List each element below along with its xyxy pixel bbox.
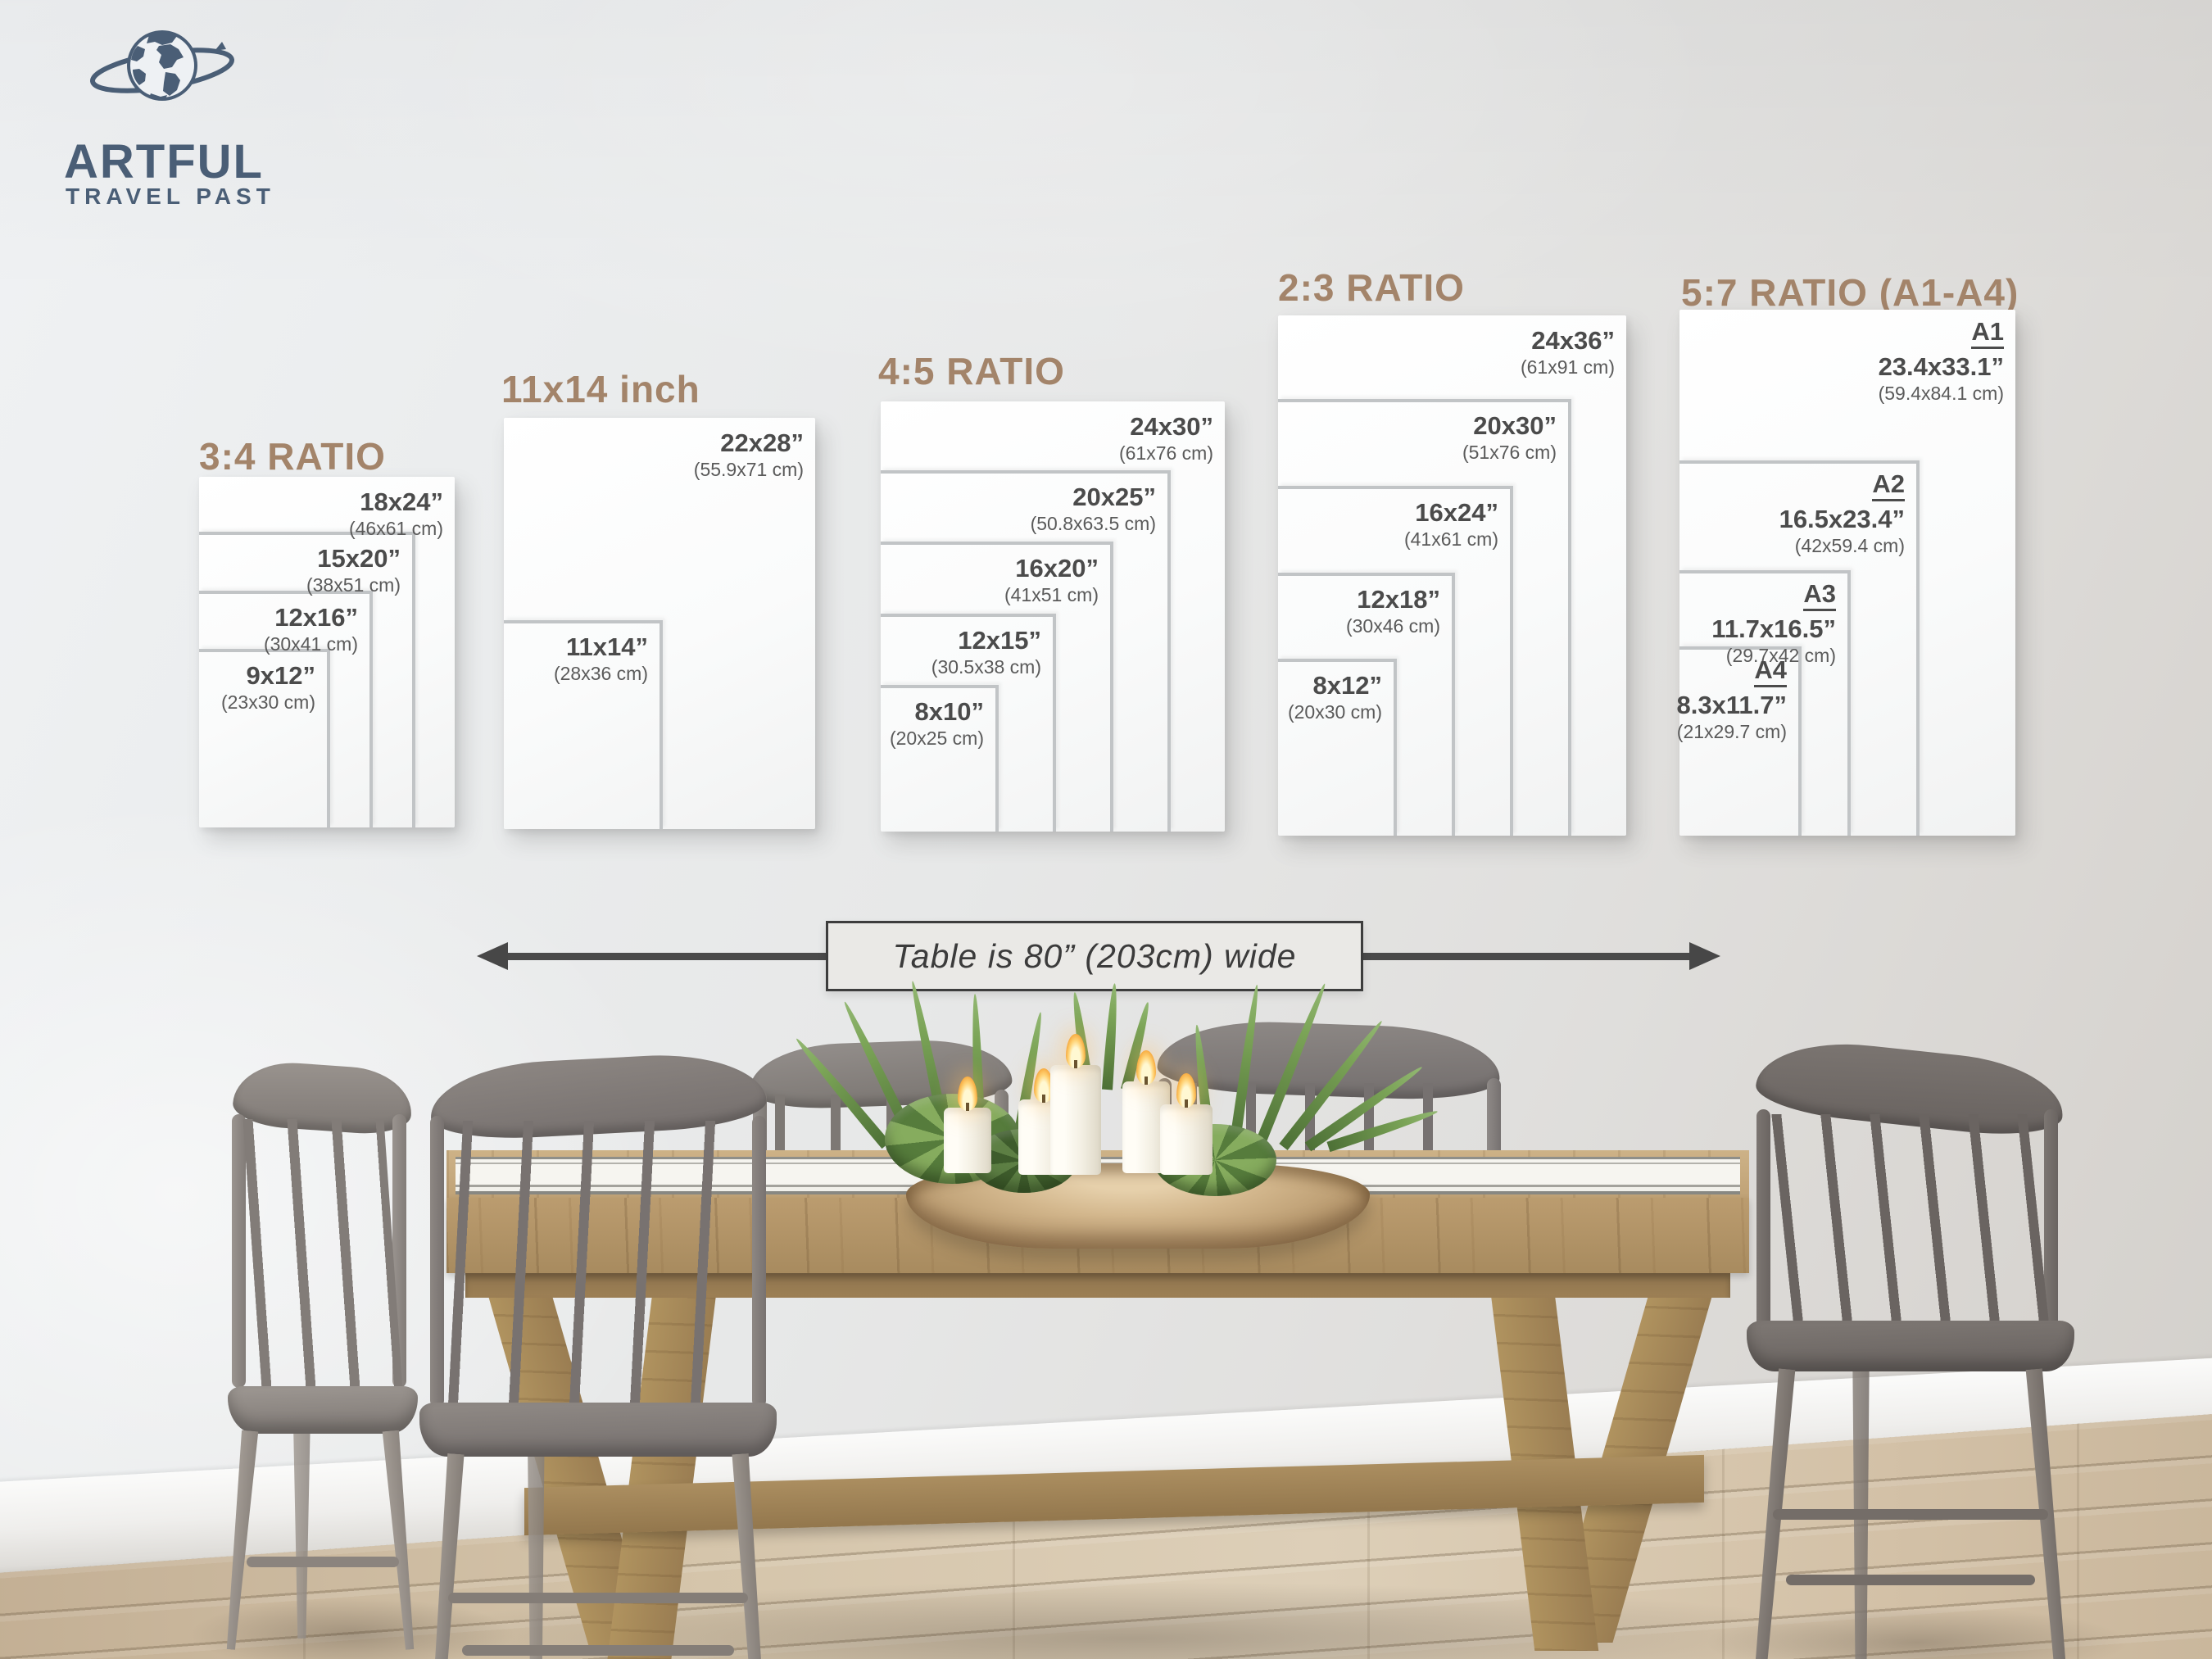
size-frame [504, 620, 663, 829]
size-frame [881, 470, 1171, 832]
size-label: 18x24” (46x61 cm) [348, 487, 443, 539]
size-label: 24x30” (61x76 cm) [1118, 412, 1213, 464]
size-frame [1278, 573, 1455, 836]
chair-front-right [1747, 1034, 2074, 1659]
size-label: 20x30” (51x76 cm) [1462, 411, 1557, 463]
poster-sheet-2-3: 24x36” (61x91 cm) 20x30” (51x76 cm) 16x2… [1278, 315, 1626, 836]
chair-front-left [419, 1049, 777, 1659]
size-label: A4 8.3x11.7” (21x29.7 cm) [1676, 655, 1787, 742]
size-label: 24x36” (61x91 cm) [1520, 326, 1615, 378]
size-frame [1679, 460, 1920, 836]
size-label: 12x18” (30x46 cm) [1345, 585, 1440, 637]
group-title-5-7: 5:7 RATIO (A1-A4) [1681, 271, 2019, 314]
group-title-3-4: 3:4 RATIO [199, 435, 386, 478]
size-label: A1 23.4x33.1” (59.4x84.1 cm) [1878, 317, 2004, 404]
poster-sheet-4-5: 24x30” (61x76 cm) 20x25” (50.8x63.5 cm) … [881, 401, 1225, 832]
brand-tagline: TRAVEL PAST [66, 184, 275, 209]
size-frame [1679, 570, 1851, 836]
size-label: 8x10” (20x25 cm) [889, 697, 984, 749]
arrow-left-icon [477, 942, 508, 970]
size-label: 16x20” (41x51 cm) [1004, 554, 1099, 605]
candle [944, 1077, 991, 1173]
size-frame [1679, 646, 1802, 836]
size-frame [1278, 659, 1397, 836]
size-label: 11x14” (28x36 cm) [553, 632, 648, 684]
size-frame [881, 542, 1113, 832]
candle [1050, 1034, 1101, 1175]
poster-sheet-5-7: A1 23.4x33.1” (59.4x84.1 cm) A2 16.5x23.… [1676, 310, 2015, 836]
size-label: 9x12” (23x30 cm) [220, 661, 315, 713]
group-title-2-3: 2:3 RATIO [1278, 266, 1465, 309]
group-title-4-5: 4:5 RATIO [878, 350, 1065, 392]
candle [1160, 1073, 1213, 1175]
size-label: A2 16.5x23.4” (42x59.4 cm) [1779, 469, 1905, 556]
size-label: 8x12” (20x30 cm) [1287, 671, 1382, 723]
size-frame [1278, 486, 1513, 836]
size-frame [881, 685, 999, 832]
size-label: 20x25” (50.8x63.5 cm) [1030, 483, 1156, 534]
size-frame [881, 614, 1056, 832]
size-label: 15x20” (38x51 cm) [306, 544, 401, 596]
size-label: 12x16” (30x41 cm) [263, 603, 358, 655]
size-label: 16x24” (41x61 cm) [1403, 498, 1498, 550]
size-frame [199, 532, 415, 827]
size-label: 12x15” (30.5x38 cm) [931, 626, 1041, 678]
plant-leaf [1102, 982, 1121, 1090]
size-frame [199, 649, 330, 827]
table-width-label: Table is 80” (203cm) wide [892, 936, 1297, 975]
arrow-right-icon [1689, 942, 1720, 970]
globe-orbit-icon [89, 30, 235, 101]
size-frame [1278, 399, 1571, 836]
size-label: A3 11.7x16.5” (29.7x42 cm) [1711, 579, 1836, 666]
poster-sheet-11x14: 22x28” (55.9x71 cm) 11x14” (28x36 cm) [504, 418, 815, 829]
poster-sheet-3-4: 18x24” (46x61 cm) 15x20” (38x51 cm) 12x1… [199, 477, 455, 827]
chair-far-left [228, 1058, 418, 1653]
table-width-callout: Table is 80” (203cm) wide [826, 921, 1363, 991]
brand-name: ARTFUL [64, 135, 264, 188]
size-label: 22x28” (55.9x71 cm) [693, 428, 804, 480]
size-frame [199, 591, 373, 827]
group-title-11x14: 11x14 inch [501, 368, 700, 410]
